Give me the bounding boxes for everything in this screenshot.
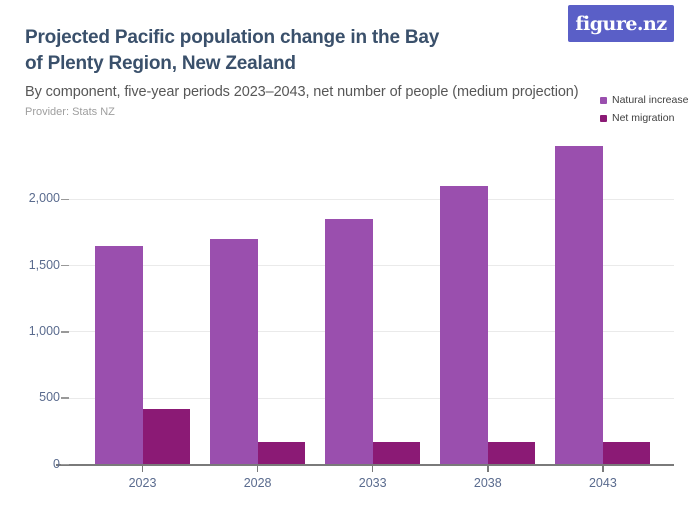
y-axis-label: 0 [53,456,60,471]
provider-credit: Provider: Stats NZ [25,106,115,118]
y-axis-label: 2,000 [28,191,60,206]
x-axis-tick [256,464,259,472]
y-axis-tick [61,264,69,267]
chart-title-line-1: Projected Pacific population change in t… [25,27,440,48]
x-axis-tick [487,464,489,472]
net-migration-swatch-icon [600,114,607,122]
x-axis-label-2033: 2033 [358,475,387,490]
bar-natural-increase-2028[interactable] [210,239,258,465]
legend: Natural increase Net migration [600,94,698,124]
y-axis-tick [61,397,69,399]
bar-net-migration-2033[interactable] [372,441,421,465]
bar-natural-increase-2043[interactable] [555,146,603,465]
y-axis-tick [61,198,69,201]
legend-item-natural-increase[interactable]: Natural increase [600,94,698,106]
bar-net-migration-2023[interactable] [142,408,190,465]
bar-natural-increase-2033[interactable] [325,219,373,465]
x-axis-label-2023: 2023 [128,475,157,490]
legend-label: Natural increase [612,94,689,106]
bar-net-migration-2028[interactable] [257,441,306,465]
y-axis-label: 500 [39,390,60,405]
y-axis-tick [61,463,69,466]
x-axis-line [56,463,674,466]
x-axis-tick [141,464,144,472]
x-axis-tick [602,464,604,472]
bar-natural-increase-2023[interactable] [95,245,143,465]
chart-title: Projected Pacific population change in t… [25,25,439,77]
bar-natural-increase-2038[interactable] [440,186,488,465]
x-axis-tick [371,464,374,472]
bar-net-migration-2038[interactable] [487,441,536,465]
y-axis-tick [61,331,69,333]
legend-label: Net migration [612,112,675,124]
x-axis-label-2043: 2043 [588,475,617,490]
y-axis-label: 1,500 [28,257,60,272]
natural-increase-swatch-icon [600,96,607,104]
x-axis-label-2028: 2028 [243,475,272,490]
bar-net-migration-2043[interactable] [602,441,651,465]
figurenz-logo[interactable]: figure.nz [568,5,674,42]
x-axis-label-2038: 2038 [473,475,502,490]
gridline-2000 [69,198,674,200]
chart-title-line-2: of Plenty Region, New Zealand [25,53,296,74]
y-axis-label: 1,000 [28,323,60,338]
chart-subtitle: By component, five-year periods 2023–204… [25,84,579,100]
legend-item-net-migration[interactable]: Net migration [600,112,698,124]
